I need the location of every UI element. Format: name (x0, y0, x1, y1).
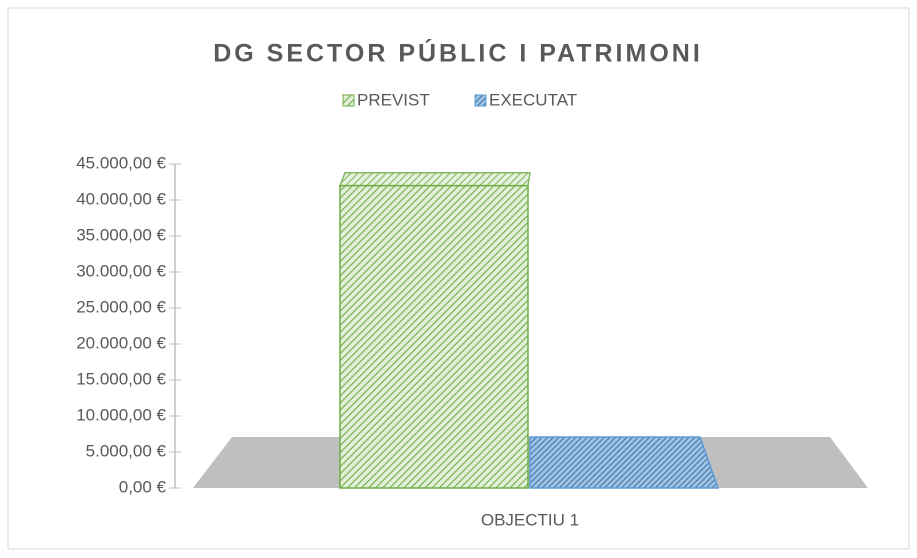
y-tick-label: 45.000,00 € (76, 153, 166, 172)
bar-top (529, 436, 720, 489)
y-tick-label: 30.000,00 € (76, 261, 166, 280)
chart-title: DG SECTOR PÚBLIC I PATRIMONI (213, 38, 703, 68)
bar (529, 436, 720, 489)
bar-front (339, 184, 529, 489)
y-tick-label: 25.000,00 € (76, 297, 166, 316)
bar-top (338, 171, 531, 187)
bar (338, 171, 531, 489)
y-tick-label: 40.000,00 € (76, 189, 166, 208)
y-tick-label: 15.000,00 € (76, 369, 166, 388)
y-tick-label: 0,00 € (119, 477, 167, 496)
y-tick-label: 20.000,00 € (76, 333, 166, 352)
legend-swatch (474, 94, 487, 107)
y-tick-label: 35.000,00 € (76, 225, 166, 244)
legend-label: PREVIST (357, 90, 430, 109)
legend-swatch (342, 94, 355, 107)
y-tick-label: 5.000,00 € (86, 441, 167, 460)
x-tick-label: OBJECTIU 1 (481, 510, 579, 529)
y-tick-label: 10.000,00 € (76, 405, 166, 424)
legend-label: EXECUTAT (489, 90, 577, 109)
